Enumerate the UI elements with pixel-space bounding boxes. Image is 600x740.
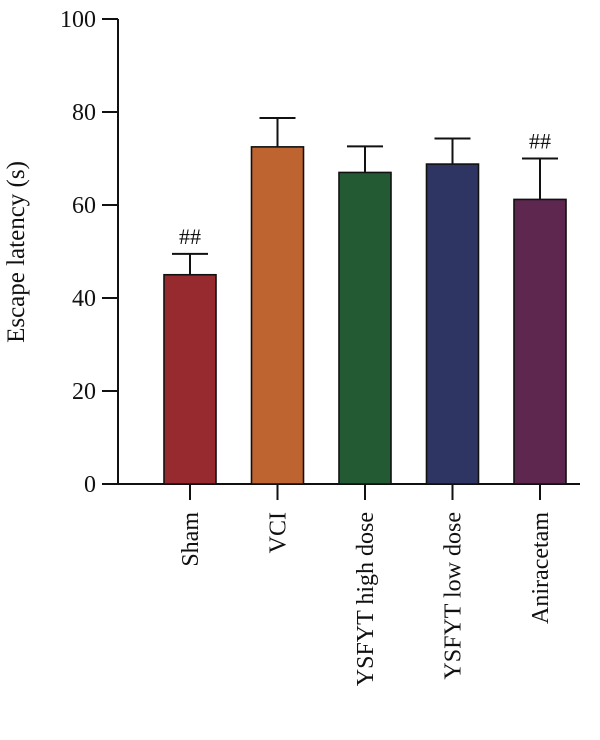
y-axis-ticks: 0 20 40 60 80 100 <box>60 7 118 498</box>
y-tick-label: 20 <box>72 379 96 405</box>
x-tick-label: Aniracetam <box>528 512 554 624</box>
x-tick-label: YSFYT low dose <box>441 512 467 680</box>
bar-sham <box>163 273 217 485</box>
y-axis-label: Escape latency (s) <box>3 161 30 343</box>
significance-marker: ## <box>179 224 201 249</box>
bar-vci <box>250 146 305 485</box>
x-axis-ticks: Sham VCI YSFYT high dose YSFYT low dose Anir… <box>178 484 554 686</box>
bar-ysfyt-low-dose <box>425 163 480 485</box>
bar-ysfyt-high-dose <box>338 171 392 485</box>
y-tick-label: 100 <box>60 7 96 33</box>
x-tick-label: VCI <box>266 512 292 553</box>
bar-aniracetam <box>513 198 567 485</box>
y-tick-label: 80 <box>72 100 96 126</box>
x-tick-label: Sham <box>178 512 204 567</box>
bars: ## ## <box>163 117 567 485</box>
significance-marker: ## <box>529 129 551 154</box>
y-tick-label: 40 <box>72 286 96 312</box>
y-tick-label: 0 <box>84 472 96 498</box>
x-tick-label: YSFYT high dose <box>353 512 379 686</box>
y-tick-label: 60 <box>72 193 96 219</box>
